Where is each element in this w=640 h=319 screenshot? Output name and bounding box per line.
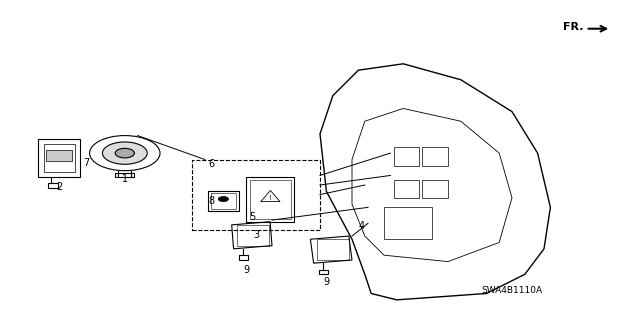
Bar: [246, 177, 294, 222]
Circle shape: [90, 136, 160, 171]
Text: FR.: FR.: [563, 22, 583, 32]
Bar: [44, 144, 75, 172]
Text: 6: 6: [208, 159, 214, 169]
Bar: [394, 180, 419, 198]
Bar: [422, 180, 448, 198]
Text: 5: 5: [250, 212, 256, 222]
Bar: [317, 239, 349, 260]
Bar: [48, 183, 58, 188]
Bar: [394, 147, 419, 166]
Bar: [237, 225, 269, 246]
Circle shape: [115, 148, 134, 158]
Bar: [422, 147, 448, 166]
Text: 2: 2: [56, 182, 62, 192]
Bar: [208, 191, 239, 211]
Bar: [384, 207, 432, 239]
Text: 9: 9: [323, 277, 330, 287]
Bar: [239, 255, 248, 260]
Bar: [38, 139, 80, 177]
Text: 9: 9: [243, 264, 250, 275]
Bar: [46, 150, 72, 161]
Bar: [115, 173, 134, 177]
Text: SWA4B1110A: SWA4B1110A: [481, 286, 543, 295]
Text: !: !: [269, 196, 272, 202]
Circle shape: [102, 142, 147, 164]
Text: 3: 3: [253, 230, 259, 241]
Bar: [250, 180, 291, 219]
Text: 4: 4: [358, 221, 365, 232]
Bar: [319, 270, 328, 274]
Text: 1: 1: [122, 174, 128, 184]
Text: 8: 8: [208, 196, 214, 206]
Circle shape: [218, 197, 228, 202]
Text: 7: 7: [83, 158, 90, 168]
Bar: [211, 193, 236, 209]
